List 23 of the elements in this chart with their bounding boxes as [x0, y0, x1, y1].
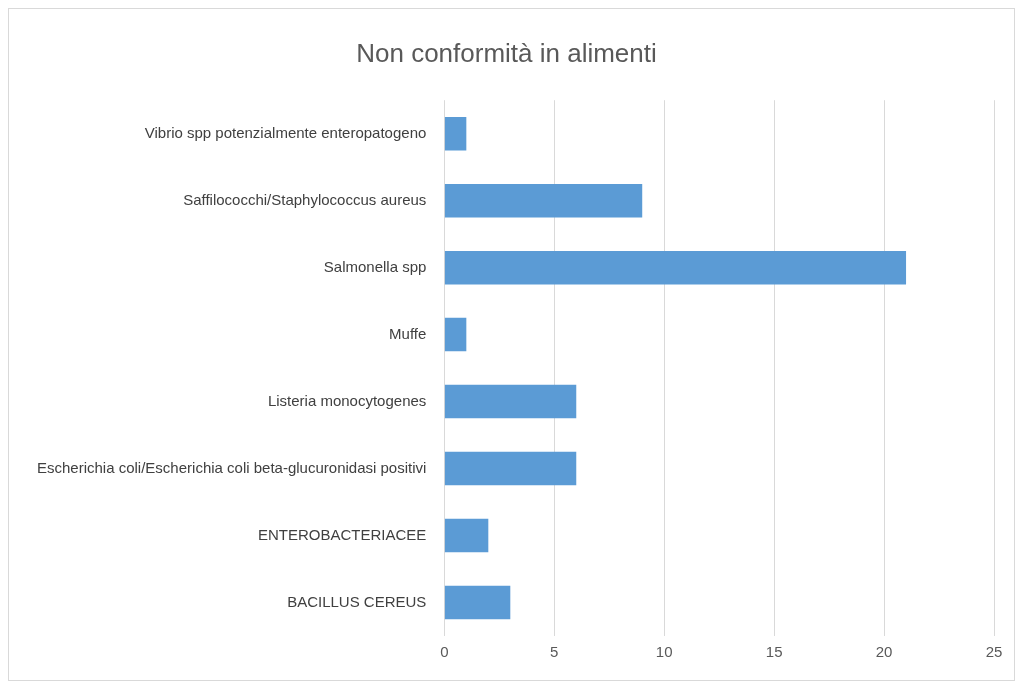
- bar: [444, 384, 577, 419]
- y-tick-label: Listeria monocytogenes: [267, 391, 427, 409]
- chart-title: Non conformità in alimenti: [356, 37, 657, 68]
- y-tick-label: ENTEROBACTERIACEE: [257, 525, 427, 543]
- x-tick-label: 10: [655, 643, 673, 661]
- y-tick-label: Escherichia coli/Escherichia coli beta-glucuronidasi positivi: [36, 458, 427, 476]
- x-tick-label: 5: [550, 643, 559, 661]
- bar: [444, 116, 467, 151]
- x-tick-label: 20: [875, 643, 893, 661]
- x-tick-label: 15: [765, 643, 783, 661]
- y-tick-label: Salmonella spp: [323, 257, 427, 275]
- bar: [444, 451, 577, 486]
- bar: [444, 183, 643, 218]
- bar: [444, 317, 467, 352]
- bar: [444, 250, 907, 285]
- bar: [444, 518, 489, 553]
- y-tick-label: BACILLUS CEREUS: [287, 592, 427, 610]
- bar: [444, 585, 511, 620]
- y-tick-label: Muffe: [389, 324, 427, 342]
- y-tick-label: Vibrio spp potenzialmente enteropatogeno: [144, 123, 427, 141]
- x-tick-label: 25: [985, 643, 1003, 661]
- x-tick-label: 0: [440, 643, 449, 661]
- y-tick-label: Saffilococchi/Staphylococcus aureus: [183, 190, 427, 208]
